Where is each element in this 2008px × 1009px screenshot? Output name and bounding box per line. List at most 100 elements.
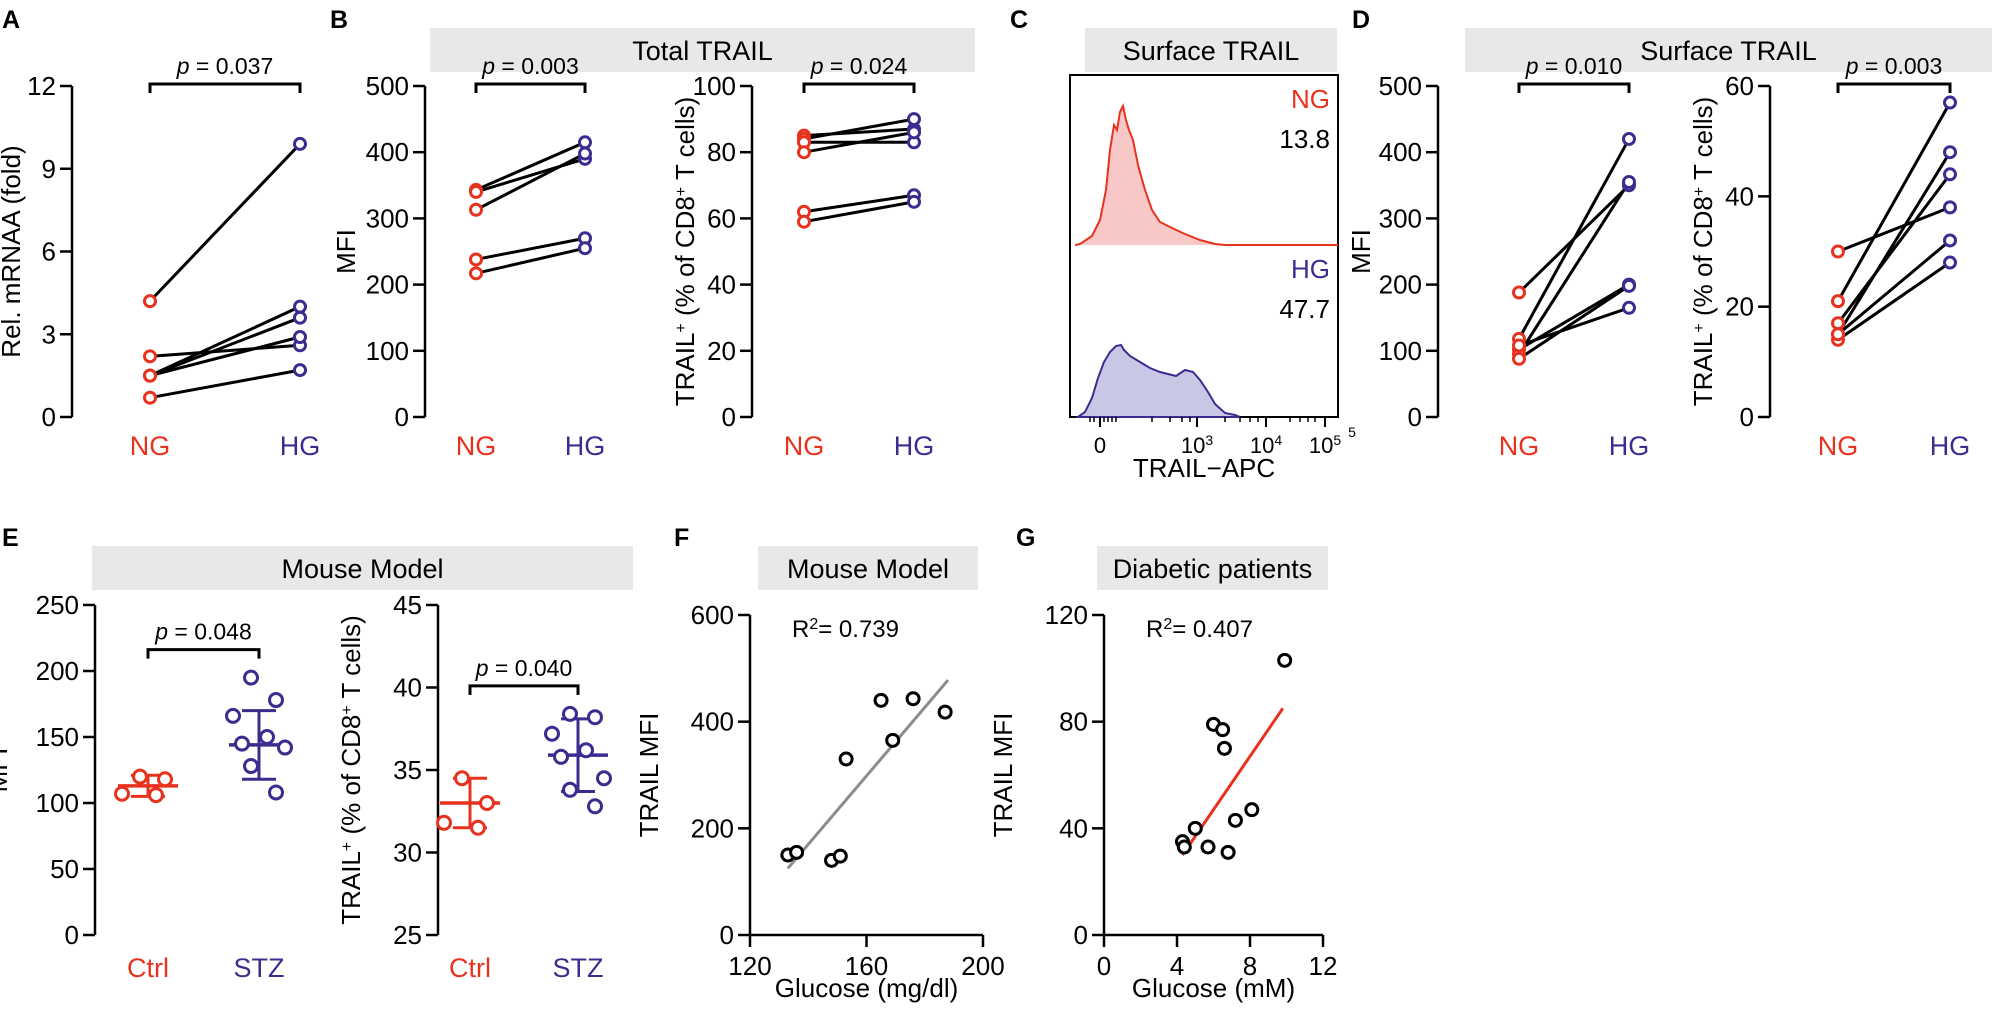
banner-background [92, 546, 633, 590]
y-axis-label: MFI [1346, 229, 1376, 274]
y-tick-label: 3 [42, 319, 56, 349]
stz-data-point [225, 707, 241, 724]
panel-letter: F [674, 524, 689, 552]
ng-data-point [1831, 316, 1845, 331]
text-span: TRAIL [1688, 333, 1718, 407]
scatter-point [937, 704, 953, 720]
banner-b: Total TRAIL [430, 28, 975, 72]
x-category-label: HG [1930, 431, 1971, 461]
text-span: (% of CD8 [336, 715, 366, 842]
text-span: = 0.037 [190, 53, 274, 79]
text-span: (% of CD8 [1688, 196, 1718, 323]
text-span: p [1525, 53, 1539, 79]
y-tick-label: 500 [366, 71, 409, 101]
text-span: 10 [1250, 433, 1274, 458]
stz-data-point [243, 758, 259, 775]
paired-line [475, 140, 586, 192]
banner-title: Total TRAIL [632, 36, 773, 66]
stz-data-point [587, 798, 603, 815]
panel-letter: G [1016, 524, 1035, 552]
y-axis-label: Rel. mRNAA (fold) [0, 145, 26, 357]
text-span: + [1691, 323, 1708, 332]
ng-data-point [469, 252, 483, 267]
hg-data-point [1622, 278, 1636, 293]
paired-line [1836, 151, 1952, 336]
text-span: p [1845, 53, 1859, 79]
stz-data-point [243, 669, 259, 686]
banner-background [1085, 28, 1337, 72]
r-squared-label: R2= 0.739 [792, 616, 899, 644]
x-tick-label: 160 [845, 951, 888, 981]
stz-data-point [544, 725, 560, 742]
y-tick-label: 120 [1045, 600, 1088, 630]
text-span: TRAIL [670, 333, 700, 407]
y-tick-label: 50 [50, 854, 79, 884]
scatter-point [1216, 740, 1232, 756]
y-tick-label: 400 [366, 137, 409, 167]
ctrl-data-point [479, 795, 495, 811]
y-tick-label: 25 [393, 920, 422, 950]
banner-d: Surface TRAIL [1465, 28, 1992, 72]
paired-line [803, 130, 915, 154]
text-span: + [339, 705, 356, 714]
text-span: T cells) [336, 615, 366, 705]
y-tick-label: 0 [65, 920, 79, 950]
y-tick-label: 0 [42, 402, 56, 432]
y-tick-label: 0 [1074, 920, 1088, 950]
paired-line [1518, 306, 1630, 347]
y-tick-label: 0 [1740, 402, 1754, 432]
ng-data-point [143, 368, 157, 383]
y-tick-label: 40 [707, 270, 736, 300]
paired-line [149, 305, 301, 377]
text-span: = 0.739 [818, 616, 899, 643]
hg-data-point [578, 146, 592, 161]
y-tick-label: 45 [393, 590, 422, 620]
stz-data-point [553, 748, 569, 765]
y-axis-label: TRAIL+ (% of CD8+ T cells) [1688, 97, 1718, 407]
p-value-label: p = 0.024 [810, 53, 908, 79]
x-category-label: STZ [234, 953, 285, 983]
y-axis-label: MFI [0, 748, 13, 793]
text-span: R [1146, 616, 1163, 643]
x-tick-label: 104 [1250, 432, 1282, 458]
hg-data-point [293, 310, 307, 325]
x-tick-label: 12 [1309, 951, 1338, 981]
stz-data-point [596, 770, 612, 787]
x-tick-label: 200 [961, 951, 1004, 981]
stz-data-point [562, 705, 578, 722]
x-category-label: HG [894, 431, 935, 461]
y-tick-label: 12 [27, 71, 56, 101]
scatter-point [1215, 722, 1231, 738]
significance-bracket [802, 82, 916, 93]
panel-letter: E [2, 524, 19, 552]
panel-letter: D [1352, 6, 1370, 34]
x-category-label: NG [1818, 431, 1859, 461]
y-tick-label: 100 [36, 788, 79, 818]
y-tick-label: 200 [691, 813, 734, 843]
y-tick-label: 0 [722, 402, 736, 432]
histogram-series-value: 13.8 [1279, 124, 1330, 154]
hg-data-point [1622, 131, 1636, 146]
banner-title: Surface TRAIL [1640, 36, 1817, 66]
hg-data-point [293, 363, 307, 378]
hg-data-point [293, 136, 307, 151]
text-span: R [792, 616, 809, 643]
x-axis-label: Glucose (mg/dl) [775, 973, 959, 1003]
ctrl-data-point [454, 770, 470, 787]
hg-data-point [907, 125, 921, 140]
y-tick-label: 6 [42, 237, 56, 267]
hg-data-point [293, 299, 307, 314]
y-tick-label: 300 [1379, 203, 1422, 233]
y-axis-label: TRAIL MFI [634, 713, 664, 838]
significance-bracket [1836, 82, 1952, 93]
ctrl-data-point [114, 785, 130, 802]
text-span: 2 [809, 616, 818, 633]
banner-g: Diabetic patients [1097, 546, 1328, 590]
histogram-series-value: 47.7 [1279, 294, 1330, 324]
banner-background [1097, 546, 1328, 590]
scatter-point [885, 732, 901, 748]
x-category-label: HG [565, 431, 606, 461]
banner-background [1465, 28, 1992, 72]
x-category-label: Ctrl [127, 953, 169, 983]
text-span: = 0.003 [495, 53, 579, 79]
